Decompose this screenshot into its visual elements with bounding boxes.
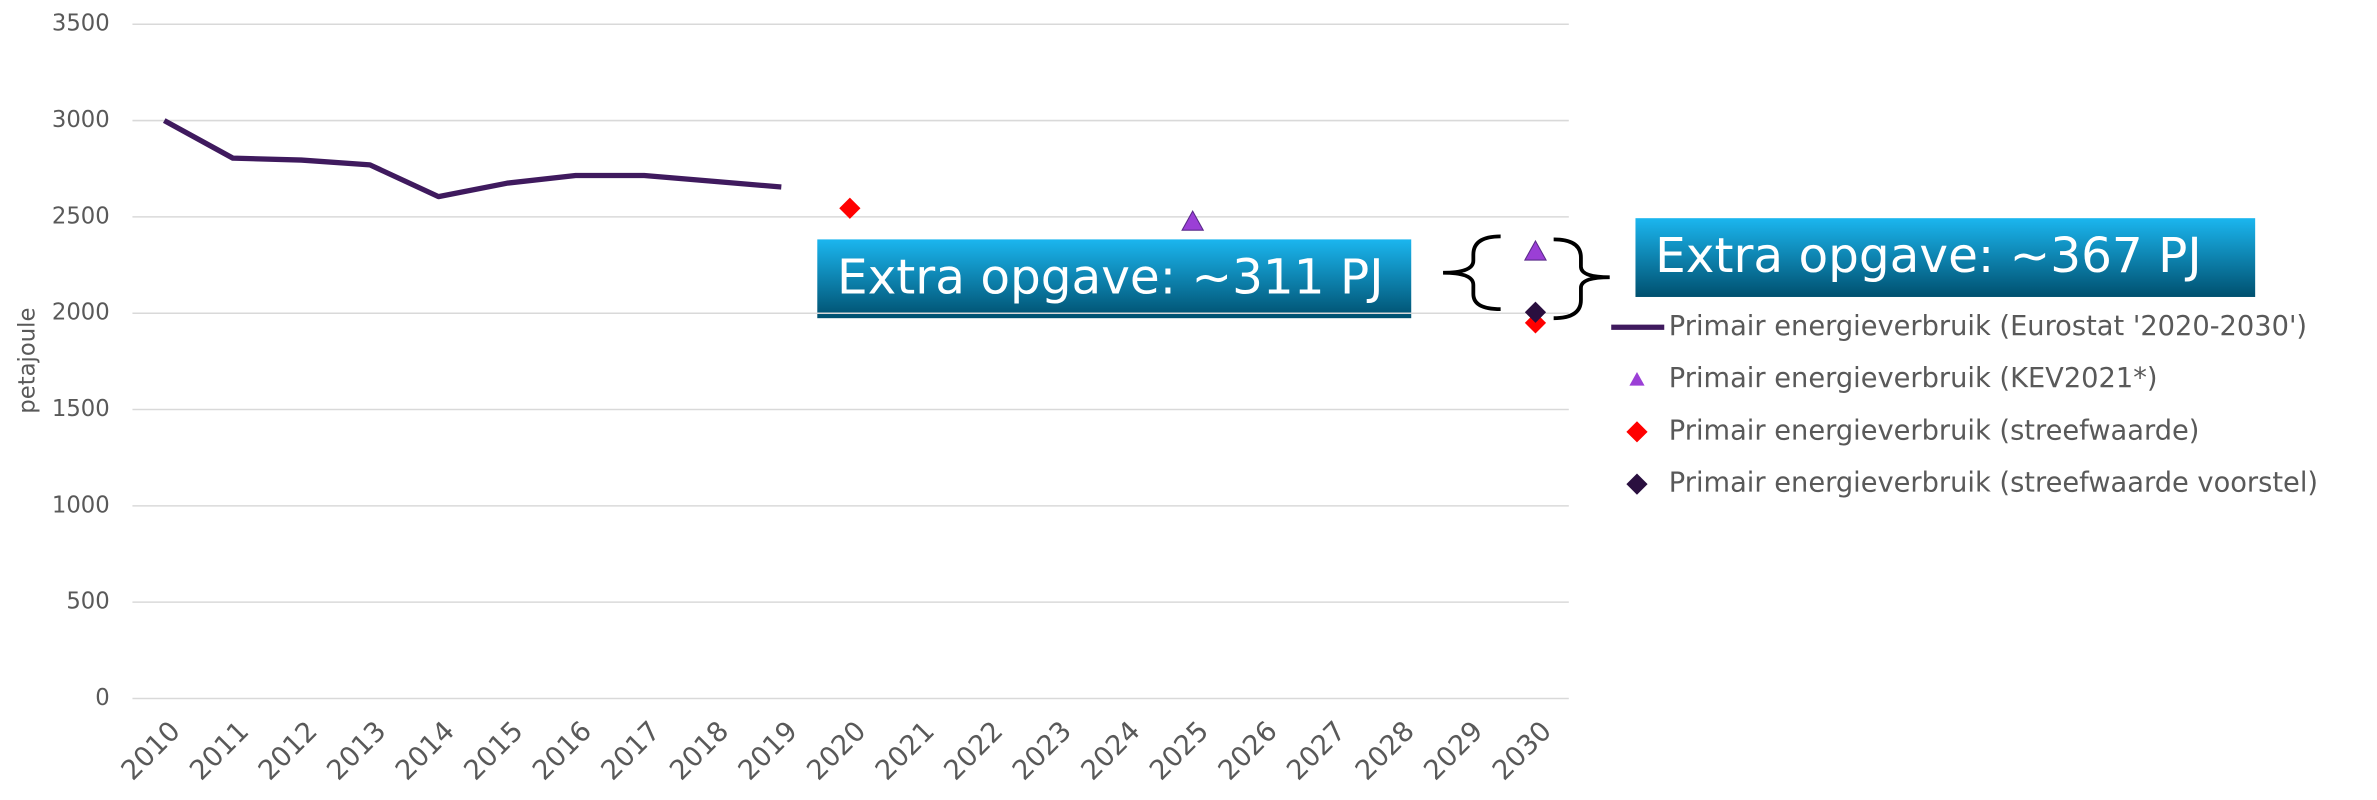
annotation: Extra opgave: ~311 PJ bbox=[837, 249, 1384, 305]
x-tick-label: 2018 bbox=[664, 716, 735, 787]
x-tick-label: 2021 bbox=[870, 716, 941, 787]
legend-swatch bbox=[1626, 473, 1648, 495]
y-tick-label: 0 bbox=[95, 685, 109, 711]
legend-label: Primair energieverbruik (streefwaarde vo… bbox=[1669, 468, 2318, 499]
x-tick-label: 2029 bbox=[1418, 716, 1489, 787]
x-tick-label: 2025 bbox=[1144, 716, 1215, 787]
y-tick-label: 3500 bbox=[52, 11, 110, 37]
y-tick-label: 500 bbox=[66, 589, 109, 615]
legend-label: Primair energieverbruik (KEV2021*) bbox=[1669, 363, 2158, 394]
marker bbox=[1524, 301, 1547, 323]
x-tick-label: 2010 bbox=[116, 716, 187, 787]
y-axis-label: petajoule bbox=[14, 308, 40, 414]
x-tick-label: 2024 bbox=[1075, 716, 1146, 787]
legend-label: Primair energieverbruik (Eurostat '2020-… bbox=[1669, 311, 2307, 342]
x-tick-label: 2015 bbox=[458, 716, 529, 787]
x-tick-label: 2016 bbox=[527, 716, 598, 787]
x-tick-label: 2012 bbox=[253, 716, 324, 787]
x-tick-label: 2020 bbox=[801, 716, 872, 787]
x-tick-label: 2019 bbox=[733, 716, 804, 787]
marker bbox=[1523, 239, 1547, 261]
x-tick-label: 2017 bbox=[596, 716, 667, 787]
legend-label: Primair energieverbruik (streefwaarde) bbox=[1669, 415, 2200, 446]
x-tick-label: 2023 bbox=[1007, 716, 1078, 787]
x-tick-label: 2030 bbox=[1487, 716, 1558, 787]
y-tick-label: 2000 bbox=[52, 300, 110, 326]
annotation-box bbox=[1635, 218, 2256, 297]
y-tick-label: 1500 bbox=[52, 396, 110, 422]
legend-swatch bbox=[1629, 371, 1645, 386]
x-tick-label: 2014 bbox=[390, 716, 461, 787]
brace bbox=[1553, 237, 1610, 321]
x-tick-label: 2013 bbox=[321, 716, 392, 787]
x-tick-label: 2011 bbox=[184, 716, 255, 787]
x-tick-label: 2028 bbox=[1350, 716, 1421, 787]
annotation: Extra opgave: ~367 PJ bbox=[1655, 228, 2202, 284]
line bbox=[162, 118, 782, 200]
y-tick-label: 1000 bbox=[52, 492, 110, 518]
y-tick-label: 3000 bbox=[52, 107, 110, 133]
marker bbox=[1181, 210, 1205, 231]
brace bbox=[1443, 234, 1501, 311]
legend-swatch bbox=[1626, 421, 1648, 443]
marker bbox=[839, 197, 861, 219]
y-tick-label: 2500 bbox=[52, 203, 110, 229]
annotation-box bbox=[817, 239, 1412, 319]
x-tick-label: 2026 bbox=[1213, 716, 1284, 787]
x-tick-label: 2027 bbox=[1281, 716, 1352, 787]
x-tick-label: 2022 bbox=[938, 716, 1009, 787]
